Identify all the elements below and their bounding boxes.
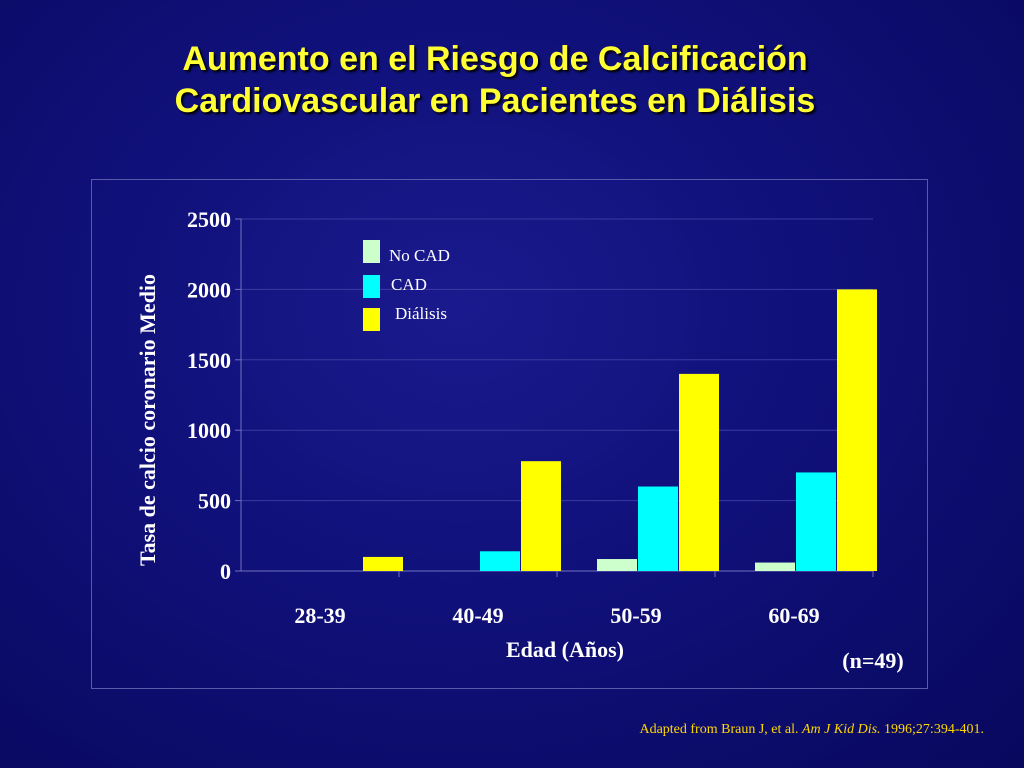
y-tick-label: 2000 — [187, 277, 231, 302]
y-axis-label: Tasa de calcio coronario Medio — [135, 273, 160, 567]
bar-di-lisis-50-59 — [679, 373, 719, 571]
legend-swatch-cad — [363, 275, 380, 298]
legend-label-cad: CAD — [391, 275, 427, 294]
citation: Adapted from Braun J, et al. Am J Kid Di… — [639, 722, 984, 738]
legend-label-dialisis: Diálisis — [395, 304, 447, 323]
x-tick-label: 50-59 — [610, 603, 661, 628]
y-tick-label: 0 — [220, 559, 231, 584]
bar-cad-40-49 — [480, 551, 520, 571]
bar-cad-50-59 — [638, 486, 678, 571]
x-tick-label: 28-39 — [294, 603, 345, 628]
title-line-2: Cardiovascular en Pacientes en Diálisis — [174, 82, 816, 120]
legend-swatch-dialisis — [363, 308, 380, 331]
bar-no-cad-50-59 — [597, 559, 637, 571]
chart-frame — [91, 179, 928, 689]
x-tick-label: 40-49 — [452, 603, 503, 628]
x-tick-label: 60-69 — [768, 603, 819, 628]
y-tick-label: 1000 — [187, 418, 231, 443]
y-tick-label: 1500 — [187, 348, 231, 373]
bar-di-lisis-60-69 — [837, 289, 877, 571]
y-tick-label: 500 — [198, 489, 231, 514]
title-line-1: Aumento en el Riesgo de Calcificación — [182, 40, 808, 78]
legend-swatch-no-cad — [363, 240, 380, 263]
bar-di-lisis-40-49 — [521, 461, 561, 571]
citation-prefix: Adapted from Braun J, et al. — [639, 722, 802, 737]
slide-title: Aumento en el Riesgo de Calcificación Ca… — [0, 38, 990, 122]
legend-label-no-cad: No CAD — [389, 246, 450, 265]
y-tick-label: 2500 — [187, 207, 231, 232]
x-axis-label: Edad (Años) — [506, 637, 624, 662]
citation-suffix: 1996;27:394-401. — [880, 722, 984, 737]
citation-journal: Am J Kid Dis. — [801, 722, 881, 737]
sample-size-note: (n=49) — [842, 648, 904, 673]
bar-no-cad-60-69 — [755, 562, 795, 571]
bar-di-lisis-28-39 — [363, 556, 403, 571]
bar-cad-60-69 — [796, 472, 836, 571]
